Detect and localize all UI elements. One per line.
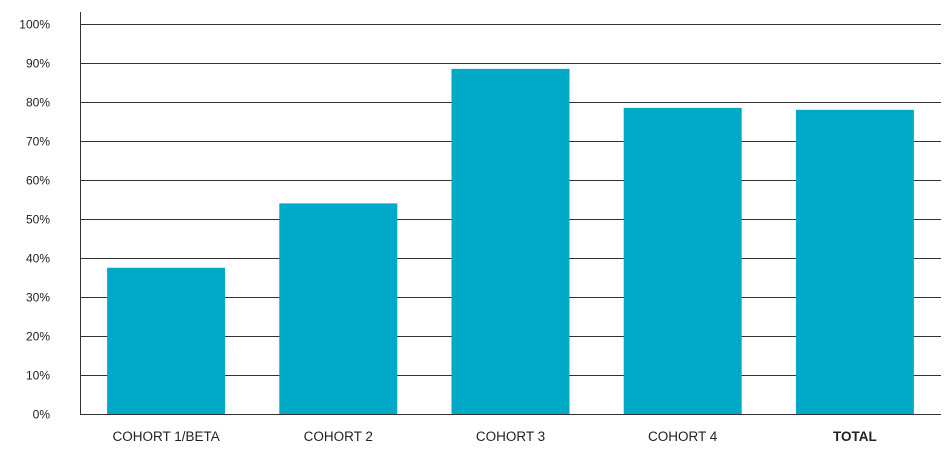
bar-layer [107,68,914,415]
bar-cohort-2 [279,203,398,414]
y-tick-label: 100% [19,18,50,32]
x-tick-label: TOTAL [833,429,877,444]
y-tick-label: 20% [26,330,50,344]
y-tick-label: 0% [33,408,51,422]
y-tick-label: 70% [26,135,50,149]
y-tick-label: 80% [26,96,50,110]
y-tick-label: 30% [26,291,50,305]
bar-cohort-3 [451,68,570,414]
y-tick-label: 40% [26,252,50,266]
bar-total [795,109,914,415]
y-tick-label: 90% [26,57,50,71]
y-tick-label: 60% [26,174,50,188]
x-tick-label: COHORT 1/BETA [112,429,219,444]
y-tick-label: 10% [26,369,50,383]
bar-cohort-4 [623,107,742,414]
y-tick-label: 50% [26,213,50,227]
x-tick-labels: COHORT 1/BETA COHORT 2 COHORT 3 COHORT 4 TOT… [112,429,876,444]
x-tick-label: COHORT 3 [476,429,545,444]
x-tick-label: COHORT 2 [304,429,373,444]
x-tick-label: COHORT 4 [648,429,718,444]
bar-cohort-1-beta [107,267,226,414]
y-tick-labels: 0% 10% 20% 30% 40% 50% 60% 70% 80% 90% 100% [19,18,50,422]
